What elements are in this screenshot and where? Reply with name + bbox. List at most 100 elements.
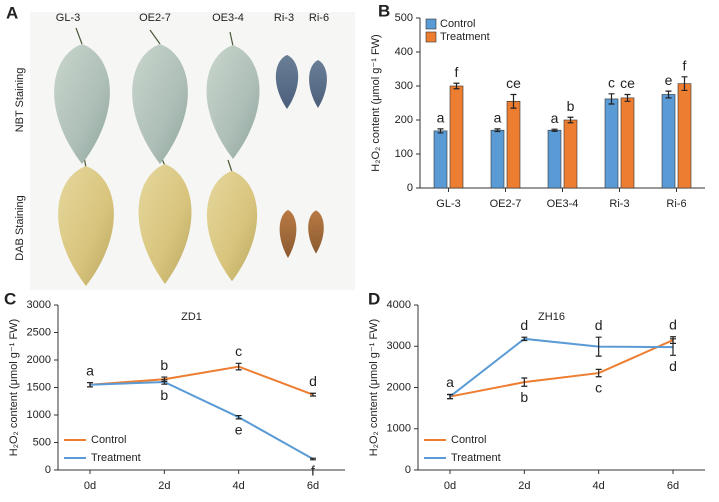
- significance-letter: e: [235, 422, 243, 438]
- bar: [661, 94, 676, 189]
- y-tick-label: 500: [33, 436, 51, 448]
- significance-letter: b: [160, 357, 168, 373]
- significance-letter: c: [235, 343, 242, 359]
- bar: [604, 98, 619, 189]
- significance-letter: f: [455, 64, 459, 80]
- y-tick-label: 1000: [387, 423, 411, 435]
- significance-letter: a: [551, 110, 559, 126]
- y-tick-label: 300: [395, 80, 413, 92]
- y-tick-label: 100: [395, 148, 413, 160]
- y-tick-label: 2000: [387, 381, 411, 393]
- series-line: [449, 337, 674, 398]
- error-bar: [595, 368, 602, 378]
- x-tick-label: 6d: [667, 480, 679, 492]
- sample-label: GL-3: [56, 12, 80, 24]
- x-tick-label: 6d: [307, 480, 319, 492]
- stain-label: DAB Staining: [14, 195, 26, 260]
- x-tick-label: 0d: [444, 480, 456, 492]
- significance-letter: b: [520, 389, 528, 405]
- legend-label: Control: [91, 434, 126, 446]
- y-tick-label: 2500: [27, 326, 51, 338]
- y-axis-label: H₂O₂ content (μmol g⁻¹ FW): [8, 319, 20, 456]
- error-bar: [310, 457, 316, 461]
- y-tick-label: 400: [395, 46, 413, 58]
- significance-letter: a: [494, 110, 502, 126]
- y-tick-label: 3000: [27, 299, 51, 311]
- chart-title: ZH16: [538, 311, 565, 323]
- chart-title: ZD1: [181, 311, 202, 323]
- error-bar: [494, 128, 501, 133]
- y-axis-label: H₂O₂ content (μmol g⁻¹ FW): [370, 34, 382, 171]
- error-bar: [551, 128, 558, 132]
- error-bar: [235, 362, 242, 371]
- significance-letter: a: [437, 110, 445, 126]
- x-tick-label: OE3-4: [547, 198, 579, 210]
- x-tick-label: 4d: [593, 480, 605, 492]
- legend-label: Control: [440, 18, 475, 30]
- y-tick-label: 0: [407, 182, 413, 194]
- significance-letter: c: [608, 75, 615, 91]
- error-bar: [681, 76, 688, 92]
- sample-label: Ri-3: [274, 12, 294, 24]
- y-tick-label: 500: [395, 12, 413, 24]
- bar: [433, 130, 448, 189]
- bar: [620, 97, 635, 189]
- x-tick-label: OE2-7: [490, 198, 522, 210]
- error-bar: [521, 336, 528, 342]
- legend-label: Treatment: [91, 452, 141, 464]
- bar: [563, 119, 578, 189]
- y-tick-label: 1000: [27, 409, 51, 421]
- error-bar: [665, 90, 672, 99]
- sample-label: OE3-4: [212, 12, 244, 24]
- y-tick-label: 0: [405, 464, 411, 476]
- error-bar: [437, 128, 444, 134]
- significance-letter: ce: [620, 75, 635, 91]
- legend-swatch: [425, 18, 437, 30]
- significance-letter: ce: [506, 75, 521, 91]
- stain-label: NBT Staining: [14, 68, 26, 133]
- legend-label: Control: [451, 434, 486, 446]
- y-tick-label: 3000: [387, 340, 411, 352]
- error-bar: [670, 338, 676, 356]
- error-bar: [161, 379, 168, 385]
- panel-label: D: [368, 289, 380, 308]
- x-tick-label: Ri-3: [609, 198, 629, 210]
- panel-label: A: [6, 3, 18, 22]
- y-tick-label: 0: [45, 464, 51, 476]
- legend-swatch: [425, 31, 437, 43]
- x-tick-label: 2d: [518, 480, 530, 492]
- significance-letter: a: [446, 374, 454, 390]
- legend-label: Treatment: [440, 31, 490, 43]
- sample-label: OE2-7: [139, 12, 171, 24]
- series-line: [89, 380, 314, 460]
- bar: [506, 101, 521, 189]
- sample-label: Ri-6: [309, 12, 329, 24]
- significance-letter: d: [669, 316, 677, 332]
- photo-panel: A GL-3 OE2-7 OE3-4 Ri-3 Ri-6 NBT Stainin…: [6, 3, 355, 290]
- error-bar: [453, 82, 460, 90]
- error-bar: [595, 336, 602, 357]
- x-tick-label: 4d: [233, 480, 245, 492]
- legend-label: Treatment: [451, 452, 501, 464]
- significance-letter: c: [595, 379, 602, 395]
- significance-letter: f: [311, 463, 315, 479]
- y-tick-label: 2000: [27, 354, 51, 366]
- panel-label: C: [4, 289, 16, 308]
- series-line: [89, 365, 314, 396]
- bar: [547, 129, 562, 189]
- error-bar: [521, 377, 528, 387]
- error-bar: [567, 116, 574, 124]
- error-bar: [310, 392, 316, 397]
- significance-letter: e: [665, 72, 673, 88]
- y-tick-label: 4000: [387, 299, 411, 311]
- error-bar: [87, 381, 93, 388]
- significance-letter: d: [595, 317, 603, 333]
- bar: [677, 83, 692, 189]
- error-bar: [235, 414, 242, 420]
- bar: [449, 85, 464, 189]
- error-bar: [624, 93, 631, 102]
- x-tick-label: Ri-6: [666, 198, 686, 210]
- significance-letter: b: [160, 387, 168, 403]
- x-tick-label: GL-3: [436, 198, 460, 210]
